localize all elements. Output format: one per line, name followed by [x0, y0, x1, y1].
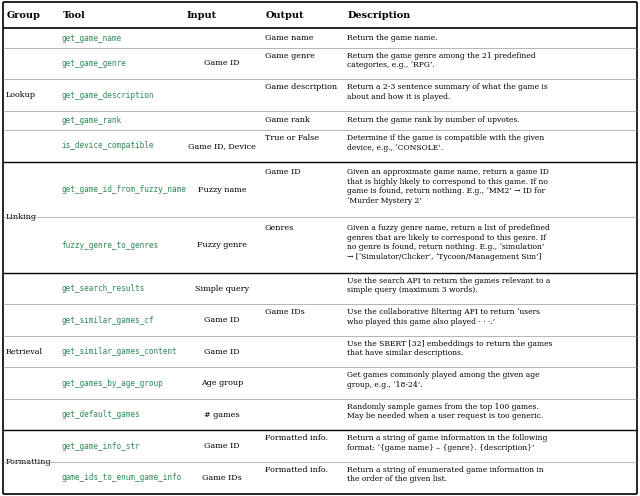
Text: Formatted info.: Formatted info.	[265, 466, 328, 474]
Text: Return a string of game information in the following
format: ‘{game name} – {gen: Return a string of game information in t…	[348, 434, 548, 452]
Text: Fuzzy name: Fuzzy name	[198, 186, 246, 193]
Text: Description: Description	[348, 11, 411, 20]
Text: get_game_id_from_fuzzy_name: get_game_id_from_fuzzy_name	[61, 185, 186, 194]
Text: Game genre: Game genre	[265, 52, 315, 60]
Text: Input: Input	[186, 11, 216, 20]
Text: fuzzy_genre_to_genres: fuzzy_genre_to_genres	[61, 241, 159, 249]
Text: get_similar_games_cf: get_similar_games_cf	[61, 316, 154, 325]
Text: get_game_info_str: get_game_info_str	[61, 442, 140, 451]
Text: Game ID: Game ID	[204, 316, 240, 324]
Text: Game ID: Game ID	[204, 348, 240, 356]
Text: Group: Group	[7, 11, 41, 20]
Text: get_game_genre: get_game_genre	[61, 59, 126, 68]
Text: Game description: Game description	[265, 83, 337, 91]
Text: Randomly sample games from the top 100 games.
May be needed when a user request : Randomly sample games from the top 100 g…	[348, 403, 543, 420]
Text: Linking: Linking	[6, 213, 36, 221]
Text: Game ID: Game ID	[204, 60, 240, 67]
Text: Determine if the game is compatible with the given
device, e.g., ‘CONSOLE’.: Determine if the game is compatible with…	[348, 134, 545, 151]
Text: Use the SBERT [32] embeddings to return the games
that have similar descriptions: Use the SBERT [32] embeddings to return …	[348, 340, 553, 357]
Text: Output: Output	[266, 11, 304, 20]
Text: # games: # games	[204, 411, 240, 419]
Text: Return the game rank by number of upvotes.: Return the game rank by number of upvote…	[348, 117, 520, 124]
Text: Get games commonly played among the given age
group, e.g., ‘18-24’.: Get games commonly played among the give…	[348, 372, 540, 389]
Text: Given a fuzzy genre name, return a list of predefined
genres that are likely to : Given a fuzzy genre name, return a list …	[348, 224, 550, 260]
Text: Simple query: Simple query	[195, 285, 249, 293]
Text: Game ID, Device: Game ID, Device	[188, 142, 256, 150]
Text: Lookup: Lookup	[6, 91, 36, 99]
Text: Game IDs: Game IDs	[265, 308, 305, 316]
Text: True or False: True or False	[265, 134, 319, 142]
Text: Formatted info.: Formatted info.	[265, 434, 328, 442]
Text: Game IDs: Game IDs	[202, 474, 242, 482]
Text: Game rank: Game rank	[265, 117, 310, 124]
Text: get_search_results: get_search_results	[61, 284, 145, 293]
Text: Tool: Tool	[63, 11, 86, 20]
Text: Retrieval: Retrieval	[6, 348, 43, 356]
Text: Genres: Genres	[265, 224, 294, 232]
Text: Use the collaborative filtering API to return ‘users
who played this game also p: Use the collaborative filtering API to r…	[348, 308, 540, 326]
Text: get_game_rank: get_game_rank	[61, 116, 122, 125]
Text: get_game_name: get_game_name	[61, 34, 122, 43]
Text: get_game_description: get_game_description	[61, 90, 154, 100]
Text: Age group: Age group	[201, 379, 243, 387]
Text: Given an approximate game name, return a game ID
that is highly likely to corres: Given an approximate game name, return a…	[348, 169, 549, 205]
Text: Return a string of enumerated game information in
the order of the given list.: Return a string of enumerated game infor…	[348, 466, 544, 483]
Text: Game name: Game name	[265, 34, 314, 42]
Text: game_ids_to_enum_game_info: game_ids_to_enum_game_info	[61, 473, 182, 482]
Text: Use the search API to return the games relevant to a
simple query (maximum 3 wor: Use the search API to return the games r…	[348, 277, 550, 294]
Text: Game ID: Game ID	[204, 442, 240, 450]
Text: Return a 2-3 sentence summary of what the game is
about and how it is played.: Return a 2-3 sentence summary of what th…	[348, 83, 548, 101]
Text: get_default_games: get_default_games	[61, 410, 140, 419]
Text: Formatting: Formatting	[6, 458, 51, 466]
Text: is_device_compatible: is_device_compatible	[61, 141, 154, 150]
Text: Game ID: Game ID	[265, 169, 301, 177]
Text: get_similar_games_content: get_similar_games_content	[61, 347, 177, 356]
Text: get_games_by_age_group: get_games_by_age_group	[61, 379, 163, 388]
Text: Return the game genre among the 21 predefined
categories, e.g., ‘RPG’.: Return the game genre among the 21 prede…	[348, 52, 536, 69]
Text: Return the game name.: Return the game name.	[348, 34, 438, 42]
Text: Fuzzy genre: Fuzzy genre	[197, 241, 247, 249]
